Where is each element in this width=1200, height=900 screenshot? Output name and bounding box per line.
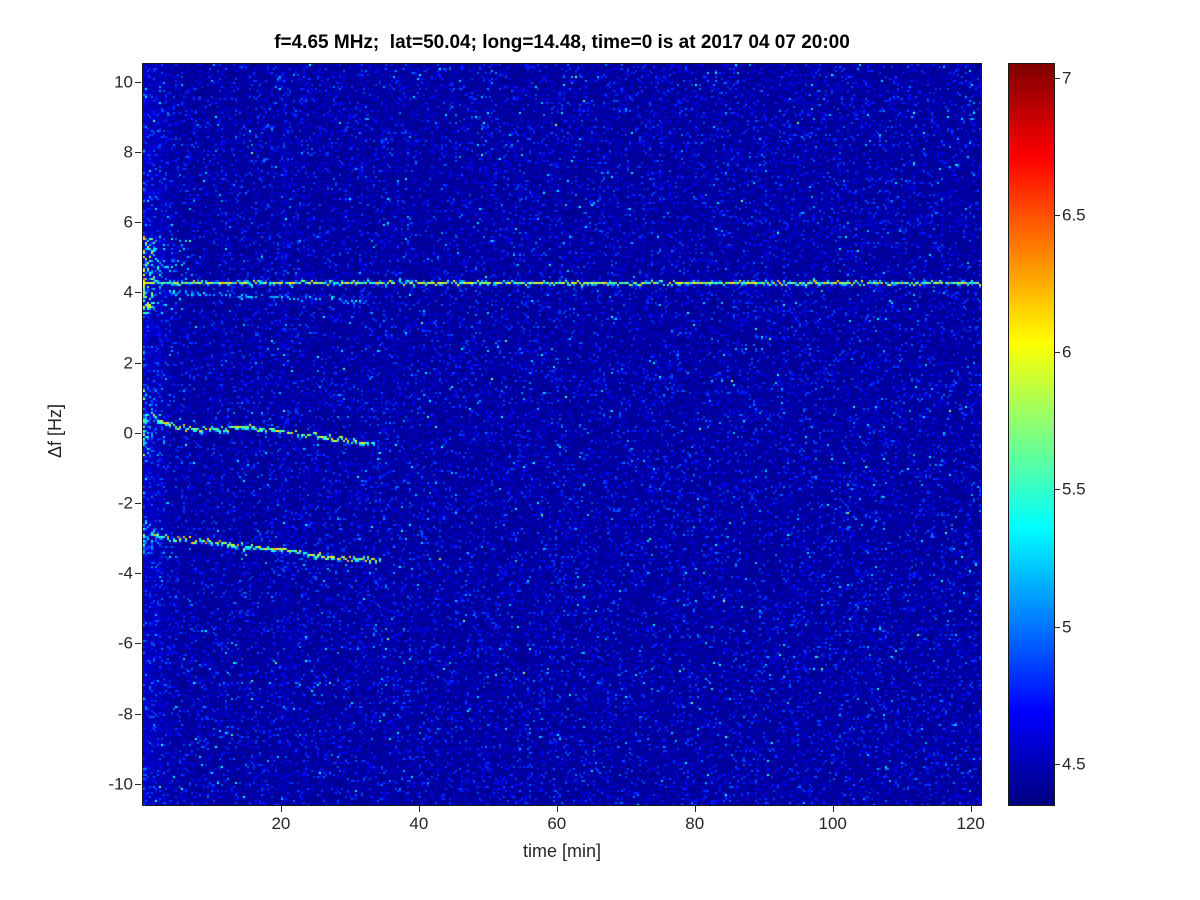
chart-title: f=4.65 MHz; lat=50.04; long=14.48, time=… — [274, 32, 850, 54]
x-tick-label: 60 — [547, 815, 566, 832]
y-tick-mark — [135, 784, 141, 785]
colorbar-tick-mark — [1055, 764, 1060, 765]
y-tick-label: -2 — [85, 494, 133, 511]
colorbar-tick-mark — [1055, 627, 1060, 628]
y-tick-mark — [135, 82, 141, 83]
x-tick-label: 80 — [685, 815, 704, 832]
colorbar-tick-label: 6.5 — [1062, 206, 1086, 223]
y-tick-label: 8 — [85, 143, 133, 160]
x-tick-mark — [971, 806, 972, 812]
x-tick-mark — [281, 806, 282, 812]
y-tick-mark — [135, 573, 141, 574]
colorbar-canvas — [1009, 64, 1054, 805]
y-tick-mark — [135, 152, 141, 153]
y-tick-mark — [135, 363, 141, 364]
y-tick-mark — [135, 433, 141, 434]
colorbar-tick-label: 4.5 — [1062, 755, 1086, 772]
y-tick-mark — [135, 292, 141, 293]
colorbar-tick-label: 5.5 — [1062, 481, 1086, 498]
x-tick-label: 120 — [956, 815, 984, 832]
colorbar-tick-label: 6 — [1062, 344, 1071, 361]
y-tick-label: 0 — [85, 424, 133, 441]
x-tick-label: 20 — [271, 815, 290, 832]
matlab-figure: f=4.65 MHz; lat=50.04; long=14.48, time=… — [0, 0, 1200, 900]
colorbar-tick-mark — [1055, 489, 1060, 490]
y-tick-label: -4 — [85, 565, 133, 582]
y-tick-mark — [135, 714, 141, 715]
x-tick-label: 40 — [409, 815, 428, 832]
x-tick-mark — [833, 806, 834, 812]
x-tick-mark — [419, 806, 420, 812]
y-tick-label: -8 — [85, 705, 133, 722]
colorbar-tick-label: 7 — [1062, 69, 1071, 86]
x-tick-label: 100 — [819, 815, 847, 832]
heatmap-canvas — [143, 64, 981, 805]
y-tick-label: 4 — [85, 284, 133, 301]
y-tick-mark — [135, 503, 141, 504]
y-tick-label: -6 — [85, 635, 133, 652]
colorbar-tick-mark — [1055, 78, 1060, 79]
y-tick-label: 6 — [85, 214, 133, 231]
x-tick-mark — [557, 806, 558, 812]
x-axis-label: time [min] — [523, 841, 601, 862]
heatmap-plot-area — [142, 63, 982, 806]
colorbar-tick-mark — [1055, 352, 1060, 353]
y-tick-label: 2 — [85, 354, 133, 371]
y-tick-label: 10 — [85, 73, 133, 90]
y-tick-label: -10 — [85, 775, 133, 792]
y-tick-mark — [135, 643, 141, 644]
y-axis-label: Δf [Hz] — [45, 371, 67, 491]
colorbar-tick-mark — [1055, 215, 1060, 216]
colorbar — [1008, 63, 1055, 806]
x-tick-mark — [695, 806, 696, 812]
colorbar-tick-label: 5 — [1062, 618, 1071, 635]
y-tick-mark — [135, 222, 141, 223]
